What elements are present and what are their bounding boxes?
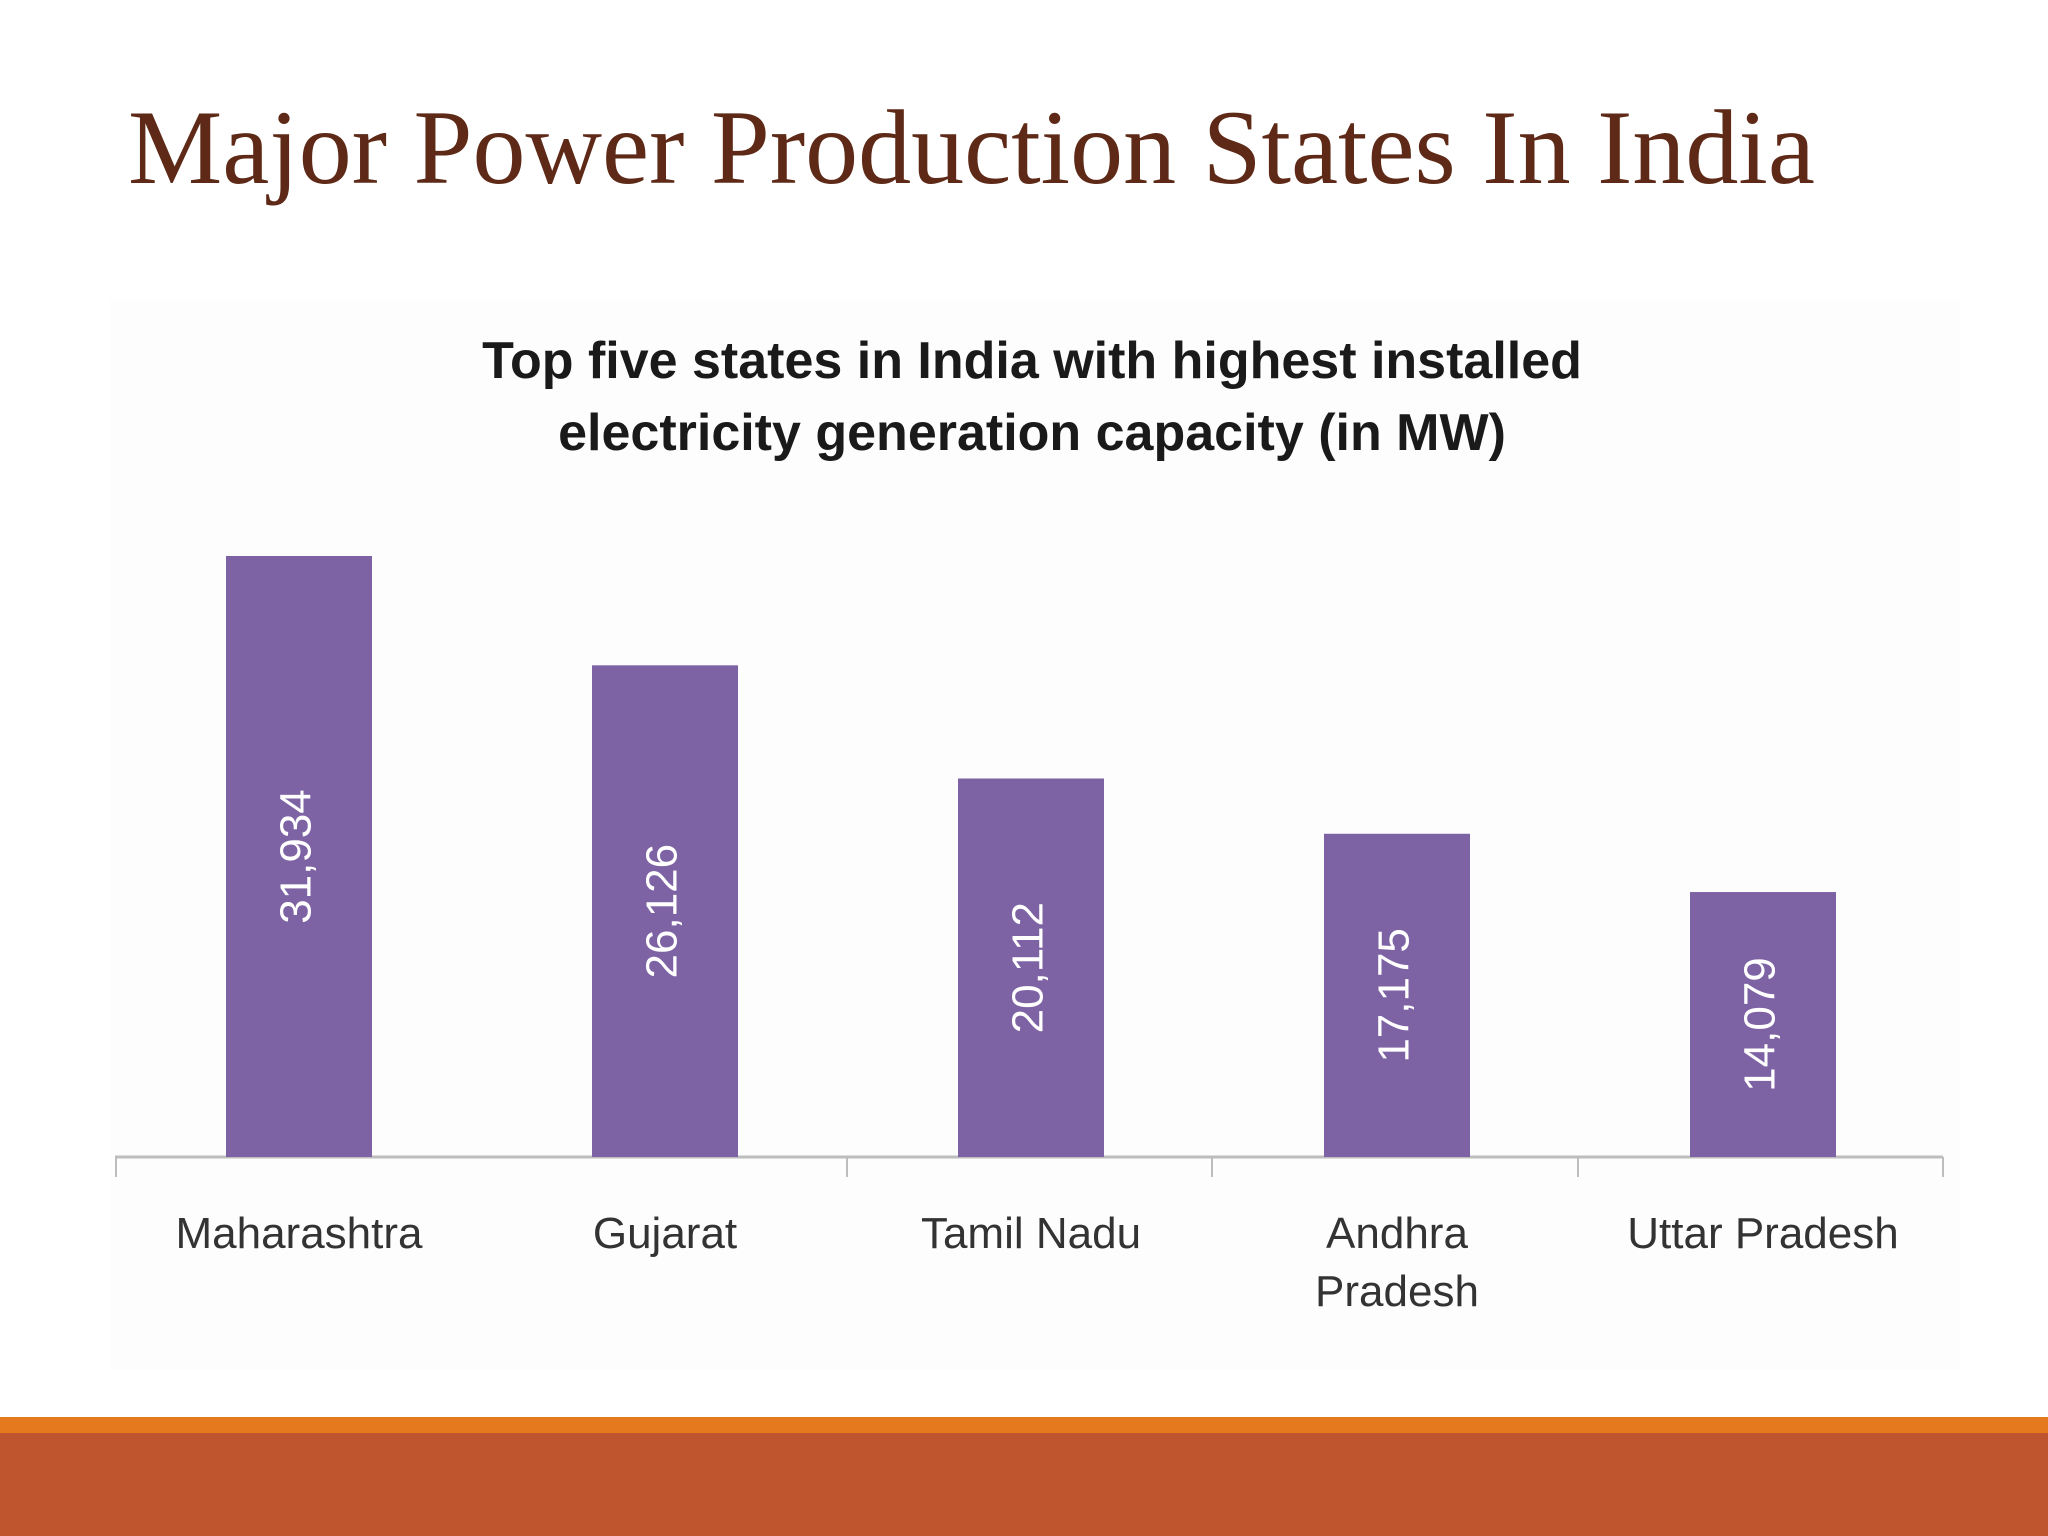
bar xyxy=(592,665,738,1157)
value-label: 17,175 xyxy=(1370,928,1419,1063)
x-tick-label: Tamil Nadu xyxy=(920,1209,1142,1258)
x-tick-label: Gujarat xyxy=(592,1209,738,1258)
bar xyxy=(1324,833,1470,1157)
x-tick-label: Maharashtra xyxy=(175,1209,423,1258)
value-label: 14,079 xyxy=(1736,957,1785,1092)
x-tick-label: Uttar Pradesh xyxy=(1627,1209,1899,1258)
chart-title-line: electricity generation capacity (in MW) xyxy=(558,404,1506,462)
bar xyxy=(226,556,372,1157)
accent-stripe xyxy=(0,1417,2048,1433)
bar xyxy=(958,778,1104,1157)
x-tick-label: Andhra Pradesh xyxy=(1315,1209,1479,1316)
bar xyxy=(1690,892,1836,1157)
value-label: 31,934 xyxy=(272,789,321,924)
value-label: 26,126 xyxy=(638,844,687,979)
value-label: 20,112 xyxy=(1004,902,1053,1033)
chart-title: Top five states in India with highest in… xyxy=(0,325,2048,469)
slide-title: Major Power Production States In India xyxy=(128,89,1815,206)
footer-band xyxy=(0,1433,2048,1536)
chart-title-line: Top five states in India with highest in… xyxy=(482,332,1582,390)
